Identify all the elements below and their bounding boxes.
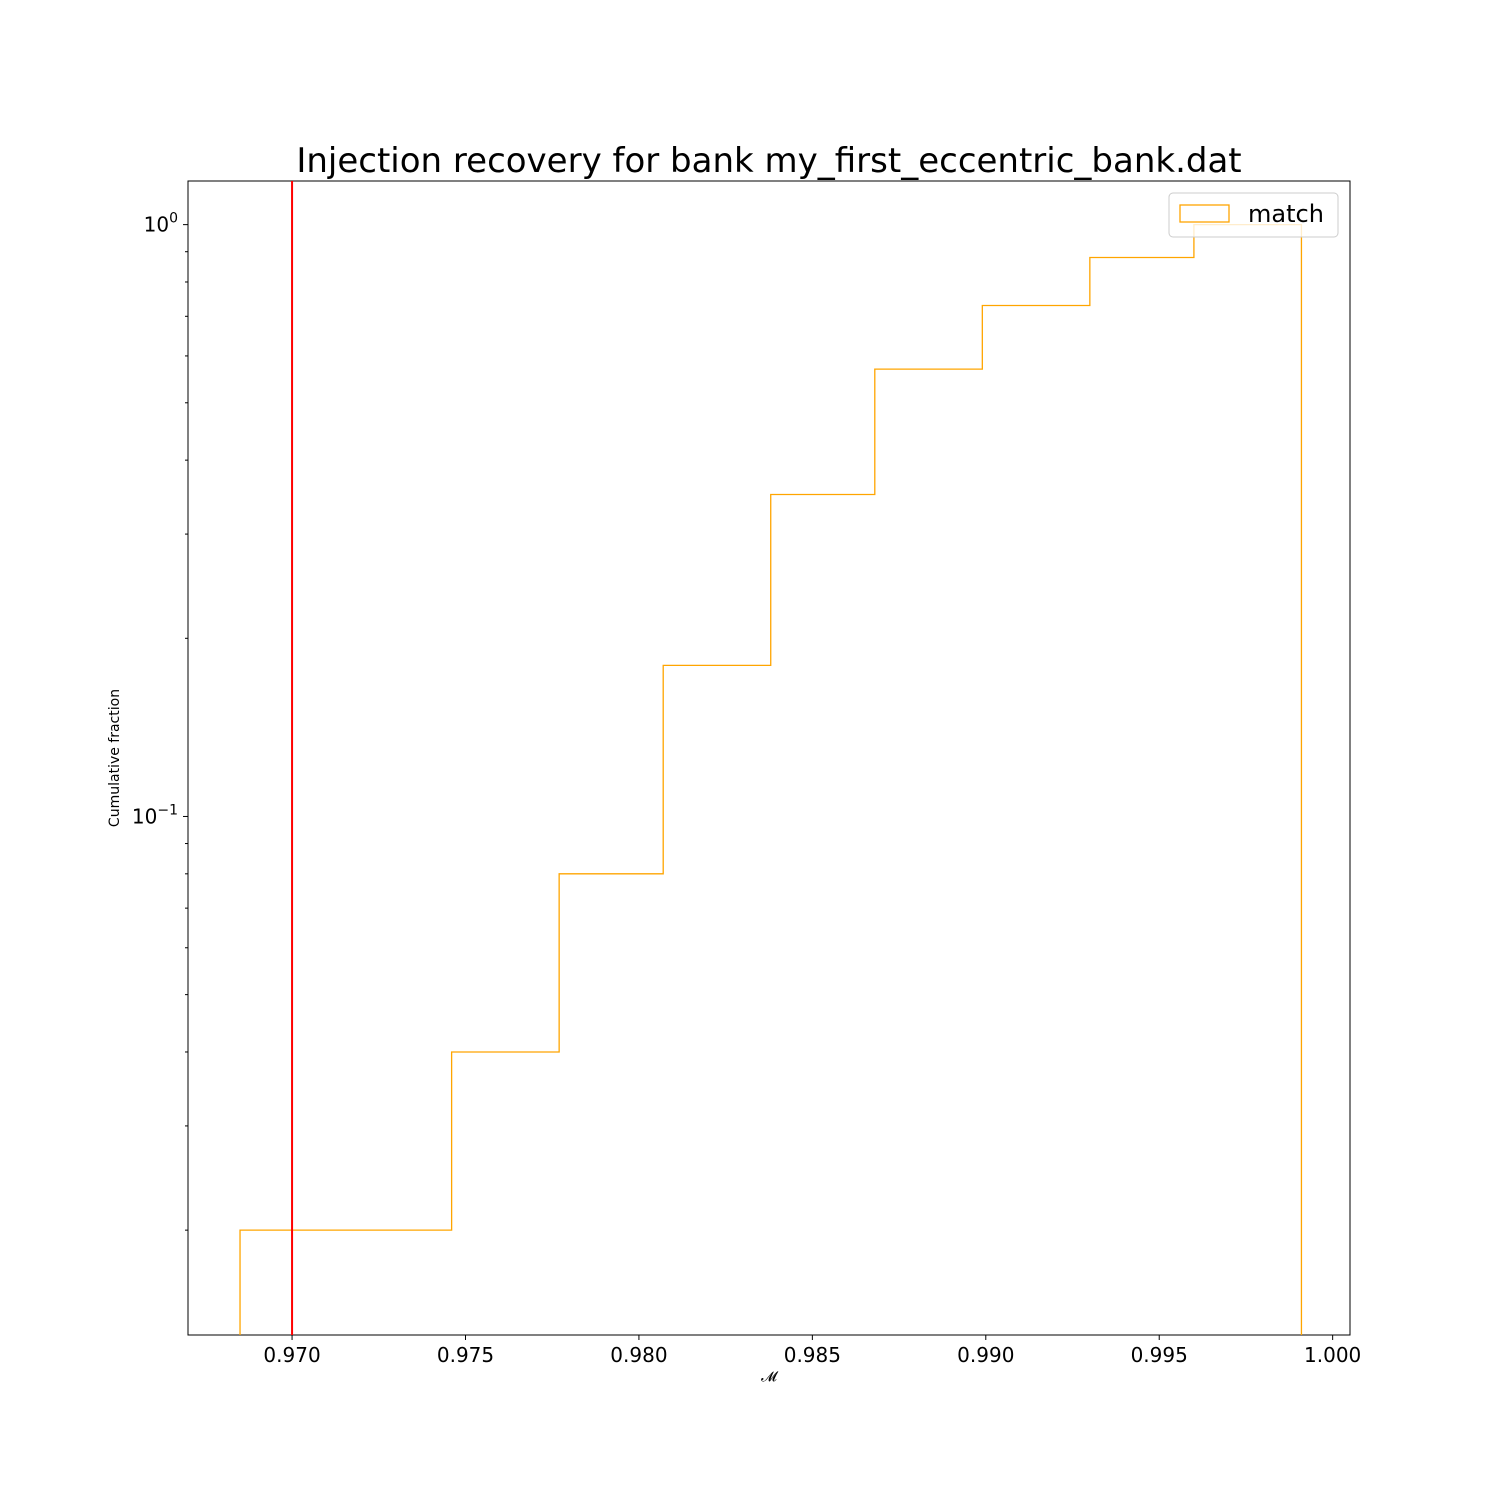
- plot-frame: [187, 180, 1351, 1336]
- x-tick-label: 0.980: [610, 1343, 667, 1367]
- legend: match: [1168, 192, 1339, 238]
- y-tick-label: 10−1: [132, 802, 178, 828]
- legend-label-match: match: [1248, 200, 1324, 228]
- x-tick-label: 0.970: [263, 1343, 320, 1367]
- x-tick-label: 0.995: [1131, 1343, 1188, 1367]
- legend-swatch-match: [1179, 204, 1230, 223]
- legend-box: [1168, 192, 1339, 238]
- x-tick-label: 0.975: [437, 1343, 494, 1367]
- chart-title: Injection recovery for bank my_first_ecc…: [296, 141, 1241, 181]
- y-tick-label: 100: [144, 211, 178, 237]
- x-tick-label: 1.000: [1304, 1343, 1361, 1367]
- x-axis-label: 𝓜: [761, 1369, 779, 1385]
- cumulative-histogram-step: [239, 223, 1303, 1335]
- x-tick-label: 0.990: [957, 1343, 1014, 1367]
- x-axis: 0.970 0.975 0.980 0.985 0.990 0.995 1.000: [263, 1335, 1361, 1367]
- y-axis-label: Cumulative fraction: [107, 689, 123, 827]
- x-tick-label: 0.985: [784, 1343, 841, 1367]
- y-axis: 100 10−1: [132, 211, 188, 1231]
